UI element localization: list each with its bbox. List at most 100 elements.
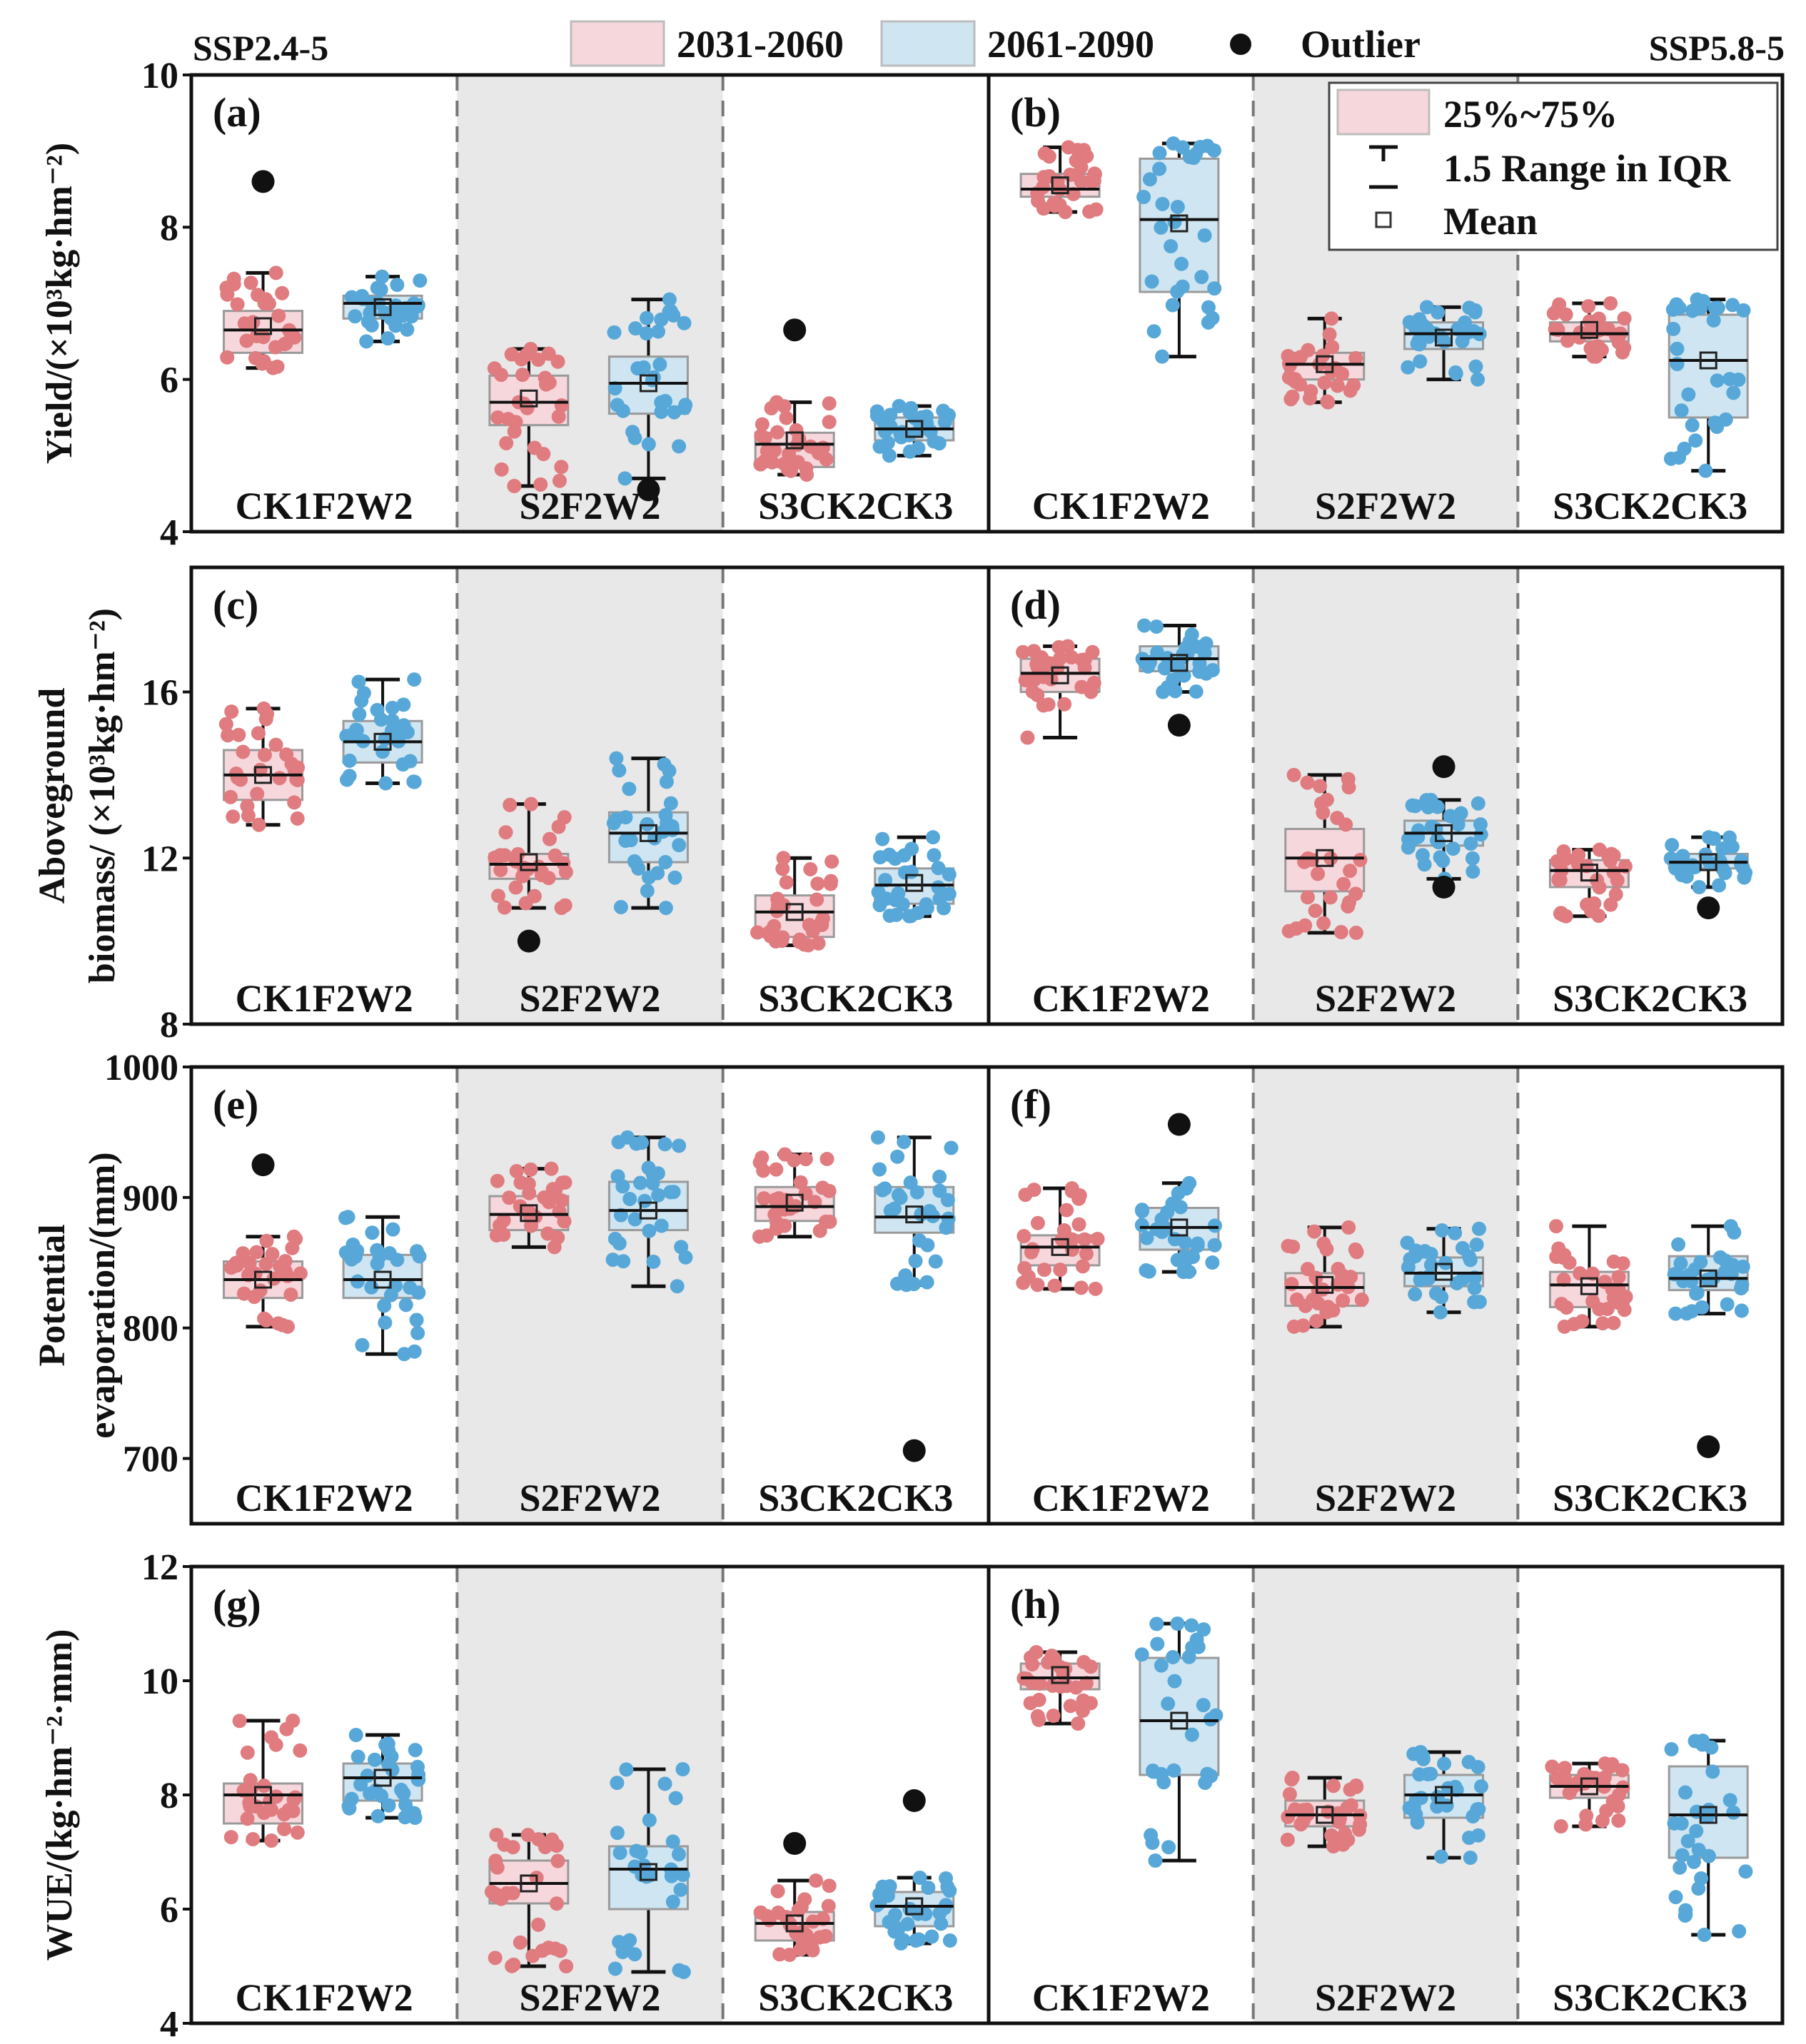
data-point: [1058, 1229, 1073, 1244]
data-point: [557, 810, 572, 825]
data-point: [772, 1947, 787, 1962]
data-point: [610, 1776, 625, 1791]
data-point: [1470, 796, 1485, 811]
data-point: [770, 1883, 785, 1898]
data-point: [904, 841, 919, 856]
data-point: [1281, 370, 1296, 385]
data-point: [1545, 1759, 1560, 1774]
data-point: [1077, 1232, 1092, 1247]
box-legend-range-label: 1.5 Range in IQR: [1443, 147, 1731, 190]
data-point: [651, 1188, 666, 1203]
data-point: [1069, 1680, 1084, 1695]
data-point: [1573, 1266, 1588, 1281]
data-point: [1165, 298, 1180, 313]
data-point: [342, 753, 357, 768]
data-point: [791, 1903, 806, 1918]
data-point: [1606, 1254, 1621, 1269]
data-point: [810, 876, 825, 891]
data-point: [1190, 1238, 1205, 1253]
panel: (a) CK1F2W2 S2F2W2 S3CK2CK3: [189, 73, 991, 534]
mean-marker: [1170, 654, 1189, 672]
data-point: [531, 352, 546, 367]
data-point: [1134, 1218, 1149, 1233]
data-point: [779, 875, 794, 890]
data-point: [1031, 1692, 1046, 1707]
data-point: [1134, 1647, 1149, 1662]
data-point: [1679, 869, 1694, 884]
category-label: S3CK2CK3: [758, 977, 953, 1020]
category-label: CK1F2W2: [1032, 977, 1210, 1020]
box-series-period2: [869, 399, 956, 463]
data-point: [1430, 1799, 1445, 1814]
data-point: [1556, 1768, 1571, 1783]
data-point: [762, 925, 777, 940]
data-point: [1319, 1242, 1334, 1257]
box-series-period2: [1135, 618, 1220, 737]
data-point: [942, 1933, 957, 1948]
data-point: [1152, 161, 1167, 176]
data-point: [672, 838, 687, 853]
category-label: S2F2W2: [1315, 485, 1456, 527]
data-point: [1053, 651, 1068, 666]
mean-marker: [1316, 355, 1334, 373]
box-series-period1: [1548, 1219, 1633, 1334]
data-point: [378, 1315, 393, 1330]
data-point: [880, 1888, 895, 1903]
data-point: [1436, 854, 1451, 869]
data-point: [619, 1762, 634, 1777]
mean-marker: [785, 1914, 804, 1933]
data-point: [1408, 799, 1423, 814]
data-point: [1316, 916, 1331, 931]
data-point: [1331, 1814, 1346, 1829]
data-point: [750, 925, 765, 940]
data-point: [931, 880, 946, 895]
data-point: [240, 1811, 255, 1826]
legend-label-period2: 2061-2090: [987, 23, 1154, 66]
data-point: [908, 1933, 923, 1948]
data-point: [499, 435, 514, 450]
legend-label-outlier: Outlier: [1301, 23, 1421, 66]
data-point: [908, 1253, 923, 1268]
data-point: [1468, 305, 1483, 320]
data-point: [1338, 817, 1353, 832]
data-point: [1431, 305, 1446, 320]
data-point: [1467, 1280, 1482, 1295]
data-point: [1416, 318, 1431, 333]
data-point: [1695, 1300, 1710, 1315]
data-point: [1466, 864, 1480, 879]
data-point: [770, 898, 785, 913]
data-point: [662, 304, 677, 319]
y-axis: 4 6 8 10 12 WUE/(kg·hm⁻²·mm): [39, 1547, 191, 2044]
data-point: [220, 350, 235, 365]
data-point: [1718, 412, 1733, 427]
data-point: [882, 847, 897, 862]
data-point: [635, 1135, 650, 1150]
data-point: [1343, 864, 1358, 879]
data-point: [1036, 180, 1051, 195]
y-tick-label: 12: [141, 839, 178, 879]
data-point: [1734, 1303, 1749, 1318]
data-point: [1408, 1249, 1423, 1264]
data-point: [1700, 1809, 1715, 1824]
data-point: [640, 884, 655, 899]
data-point: [805, 1943, 820, 1958]
data-point: [1670, 861, 1685, 876]
data-point: [1084, 174, 1099, 189]
data-point: [667, 870, 682, 885]
data-point: [659, 774, 674, 789]
data-point: [1725, 839, 1740, 854]
mean-marker: [1580, 864, 1598, 882]
data-point: [1413, 1271, 1428, 1286]
data-point: [625, 425, 640, 440]
data-point: [872, 1162, 887, 1177]
data-point: [1144, 1828, 1159, 1843]
data-point: [364, 318, 379, 333]
box-series-period2: [607, 1762, 691, 1979]
data-point: [515, 869, 530, 884]
data-point: [348, 309, 363, 324]
data-point: [1679, 1306, 1694, 1321]
data-point: [1167, 215, 1182, 230]
data-point: [277, 1821, 292, 1836]
data-point: [380, 1736, 395, 1751]
data-point: [777, 399, 792, 414]
